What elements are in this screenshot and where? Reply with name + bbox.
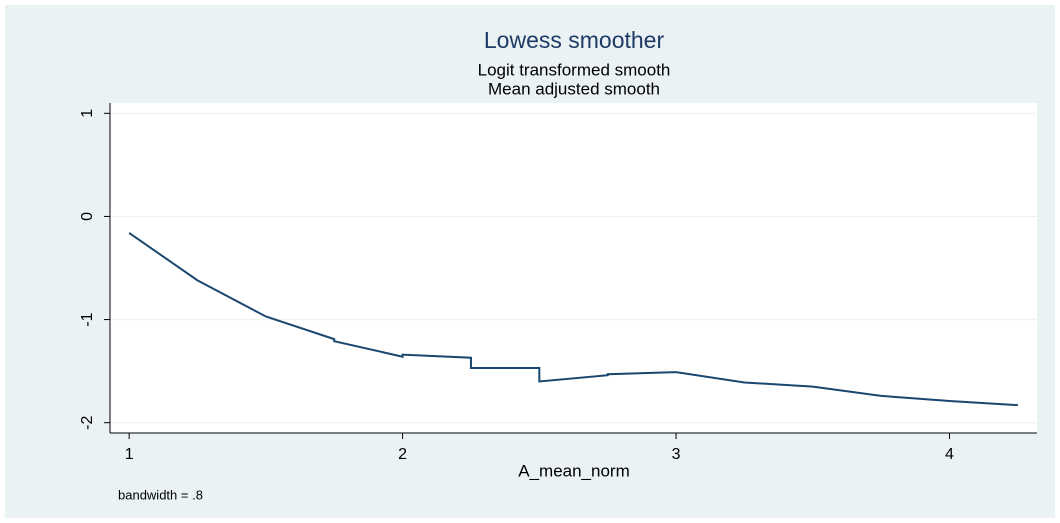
y-tick-label: -2 <box>79 415 96 429</box>
note: bandwidth = .8 <box>118 487 203 502</box>
chart-title: Lowess smoother <box>484 27 665 53</box>
line <box>128 232 1018 407</box>
plot-area <box>110 103 1037 433</box>
x-tick-label: 1 <box>125 446 134 463</box>
chart-subtitle: Logit transformed smooth <box>478 60 671 79</box>
y-tick-label: 1 <box>79 109 96 118</box>
y-tick-label: 0 <box>79 212 96 221</box>
chart-subtitle: Mean adjusted smooth <box>488 79 660 98</box>
x-tick-label: 3 <box>672 446 681 463</box>
x-tick-label: 4 <box>945 446 954 463</box>
x-axis-label: A_mean_norm <box>518 461 630 480</box>
y-tick-label: -1 <box>79 312 96 326</box>
x-tick-label: 2 <box>398 446 407 463</box>
